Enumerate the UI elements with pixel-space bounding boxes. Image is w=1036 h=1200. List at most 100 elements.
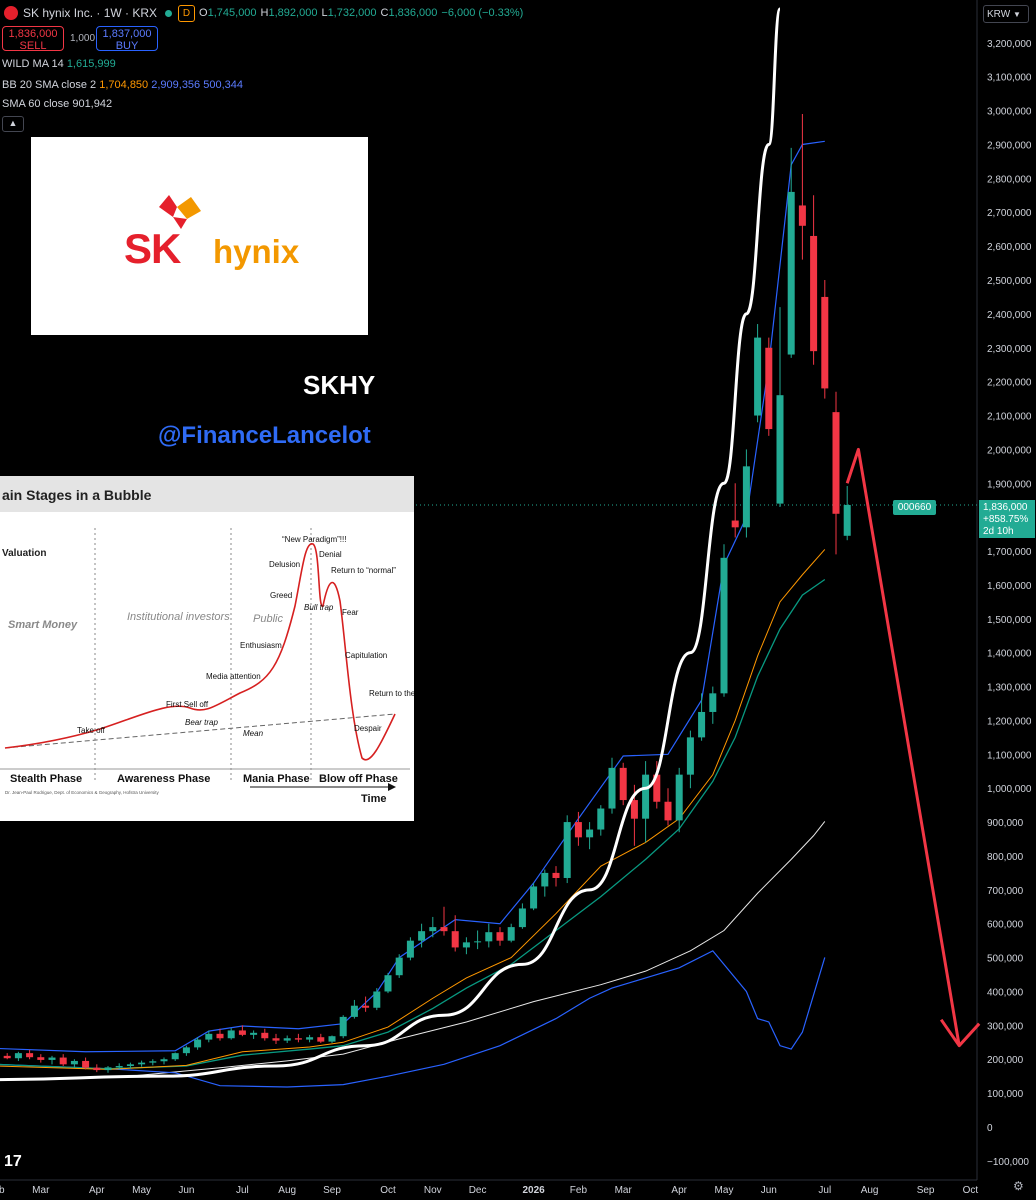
bb-up-value: 2,909,356 bbox=[151, 79, 201, 91]
ticker-overlay: SKHY bbox=[303, 370, 376, 400]
candle bbox=[384, 975, 392, 992]
tradingview-logo[interactable]: 17 bbox=[4, 1153, 22, 1170]
last-price-label: 1,836,000 +858.75% 2d 10h bbox=[979, 500, 1035, 538]
low-value: 1,732,000 bbox=[327, 7, 377, 19]
candle bbox=[104, 1067, 112, 1071]
candle bbox=[776, 395, 784, 504]
candle bbox=[126, 1064, 134, 1067]
y-tick-label: 1,700,000 bbox=[987, 547, 1032, 558]
x-tick-label: Jun bbox=[761, 1185, 777, 1196]
bb-mid-value: 1,704,850 bbox=[99, 79, 149, 91]
chevron-up-icon[interactable]: ▲ bbox=[2, 116, 24, 132]
y-tick-label: 2,500,000 bbox=[987, 276, 1032, 287]
buy-button[interactable]: 1,837,000 BUY bbox=[96, 26, 158, 52]
annotation: Enthusiasm bbox=[240, 641, 282, 650]
candle bbox=[182, 1047, 190, 1054]
phase-label: Blow off Phase bbox=[319, 773, 398, 785]
sk-hynix-symbol-icon bbox=[4, 6, 18, 20]
currency-select[interactable]: KRW ▼ bbox=[983, 5, 1029, 23]
bb-low-value: 500,344 bbox=[203, 79, 243, 91]
candle bbox=[485, 932, 493, 942]
sell-button[interactable]: 1,836,000 SELL bbox=[2, 26, 64, 52]
figure-credit: Dr. Jean-Paul Rodrigue, Dept. of Economi… bbox=[5, 790, 159, 795]
x-tick-label: Sep bbox=[323, 1185, 341, 1196]
annotation: First Sell off bbox=[166, 700, 209, 709]
change-value: −6,000 (−0.33%) bbox=[441, 7, 524, 19]
candle bbox=[216, 1033, 224, 1039]
candle bbox=[843, 504, 851, 536]
y-tick-label: 2,300,000 bbox=[987, 344, 1032, 355]
y-tick-label: 1,200,000 bbox=[987, 716, 1032, 727]
candle bbox=[787, 191, 795, 355]
x-tick-label: Dec bbox=[469, 1185, 487, 1196]
candle bbox=[362, 1005, 370, 1008]
y-tick-label: 200,000 bbox=[987, 1055, 1024, 1066]
candle bbox=[238, 1030, 246, 1035]
y-tick-label: 2,200,000 bbox=[987, 378, 1032, 389]
annotation: Fear bbox=[342, 608, 359, 617]
candle bbox=[115, 1066, 123, 1068]
candle bbox=[272, 1038, 280, 1041]
x-tick-label: Aug bbox=[861, 1185, 879, 1196]
indicator-sma60[interactable]: SMA 60 close 901,942 bbox=[2, 98, 112, 110]
candle bbox=[530, 886, 538, 909]
annotation: Media attention bbox=[206, 672, 261, 681]
y-tick-label: 1,500,000 bbox=[987, 615, 1032, 626]
y-tick-label: 1,400,000 bbox=[987, 649, 1032, 660]
close-value: 1,836,000 bbox=[388, 7, 438, 19]
symbol-title[interactable]: SK hynix Inc. · 1W · KRX bbox=[23, 6, 158, 20]
y-tick-label: 2,000,000 bbox=[987, 445, 1032, 456]
x-tick-label: Mar bbox=[615, 1185, 633, 1196]
candle bbox=[306, 1037, 314, 1040]
indicator-wild-ma[interactable]: WILD MA 14 1,615,999 bbox=[2, 58, 116, 70]
candle bbox=[765, 347, 773, 430]
y-tick-label: 400,000 bbox=[987, 987, 1024, 998]
mean-line bbox=[4, 713, 396, 749]
high-value: 1,892,000 bbox=[268, 7, 318, 19]
x-tick-label: Sep bbox=[917, 1185, 935, 1196]
x-tick-label: Feb bbox=[570, 1185, 588, 1196]
candle bbox=[496, 932, 504, 941]
indicator-bollinger[interactable]: BB 20 SMA close 2 1,704,850 2,909,356 50… bbox=[2, 79, 243, 91]
candle bbox=[160, 1059, 168, 1062]
candle bbox=[586, 829, 594, 838]
wild-ma-label: WILD MA 14 bbox=[2, 58, 64, 70]
bollinger-basis-line bbox=[0, 549, 826, 1070]
candle bbox=[574, 822, 582, 838]
settings-gear-icon[interactable]: ⚙ bbox=[1013, 1179, 1024, 1193]
candle bbox=[138, 1062, 146, 1065]
candle bbox=[3, 1055, 11, 1059]
y-tick-label: 300,000 bbox=[987, 1021, 1024, 1032]
wild-ma-line bbox=[0, 578, 826, 1070]
candle bbox=[518, 908, 526, 928]
annotation: Delusion bbox=[269, 560, 300, 569]
bubble-stages-figure: ain Stages in a Bubble Valuation Smart M… bbox=[0, 476, 437, 821]
dividend-badge[interactable]: D bbox=[178, 4, 196, 22]
close-label: C bbox=[380, 7, 389, 19]
sma-value: 901,942 bbox=[72, 98, 113, 110]
x-tick-label: Jul bbox=[818, 1185, 831, 1196]
candle bbox=[205, 1033, 213, 1040]
candle bbox=[70, 1060, 78, 1065]
candle bbox=[698, 711, 706, 738]
candle bbox=[59, 1057, 67, 1065]
candle bbox=[451, 931, 459, 948]
projection-arrow bbox=[845, 447, 961, 1046]
y-tick-label: 500,000 bbox=[987, 954, 1024, 965]
x-tick-label: May bbox=[132, 1185, 151, 1196]
annotation: Denial bbox=[319, 550, 342, 559]
group-label: Smart Money bbox=[8, 619, 78, 631]
low-label: L bbox=[321, 7, 328, 19]
market-status-icon bbox=[165, 9, 173, 17]
sell-label: SELL bbox=[19, 40, 47, 52]
y-tick-label: 1,300,000 bbox=[987, 683, 1032, 694]
bb-label: BB 20 SMA close 2 bbox=[2, 79, 97, 91]
candle bbox=[675, 774, 683, 821]
annotation: Capitulation bbox=[345, 651, 387, 660]
candle bbox=[664, 801, 672, 821]
candle bbox=[832, 412, 840, 514]
annotation: “New Paradigm”!!! bbox=[282, 535, 346, 544]
candle bbox=[563, 822, 571, 878]
